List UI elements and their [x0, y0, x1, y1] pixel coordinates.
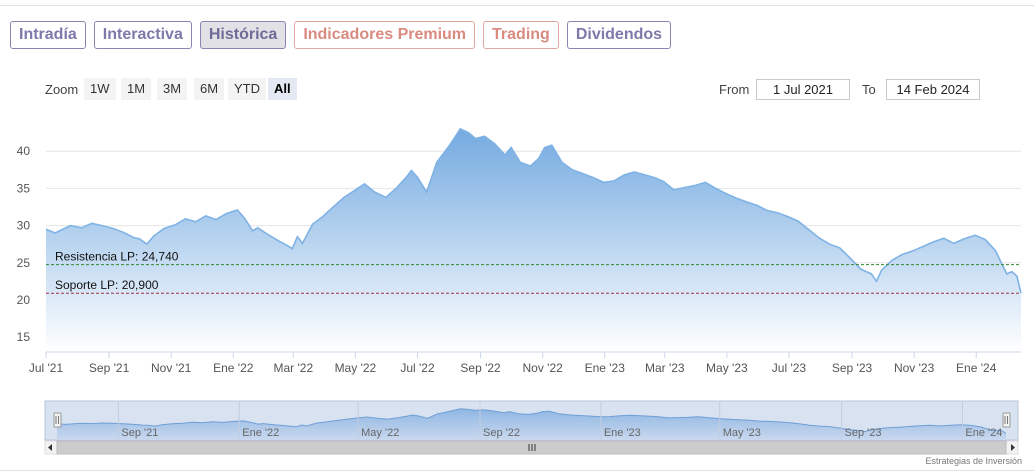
x-tick-label: Jul '21	[29, 361, 64, 375]
top-divider	[0, 5, 1034, 6]
x-tick-label: Ene '24	[956, 361, 997, 375]
navigator-tick-label: May '22	[361, 427, 399, 439]
view-tabs: Intradía Interactiva Histórica Indicador…	[10, 21, 679, 49]
navigator-tick-label: Sep '21	[121, 427, 158, 439]
x-tick-label: Nov '23	[894, 361, 935, 375]
zoom-all-button[interactable]: All	[268, 78, 297, 100]
navigator-right-handle[interactable]	[1002, 412, 1011, 428]
navigator-area	[57, 408, 1006, 440]
zoom-ytd-button[interactable]: YTD	[228, 78, 266, 100]
y-tick-label: 35	[17, 181, 31, 195]
x-tick-label: Mar '23	[645, 361, 685, 375]
from-date-input[interactable]: 1 Jul 2021	[756, 79, 850, 100]
scroll-right-arrow-icon[interactable]	[1011, 444, 1015, 451]
navigator-tick-label: Ene '24	[965, 427, 1002, 439]
x-tick-label: Sep '23	[832, 361, 873, 375]
zoom-1m-button[interactable]: 1M	[121, 78, 152, 100]
x-tick-label: Ene '23	[585, 361, 626, 375]
bottom-divider	[0, 470, 1034, 471]
scroll-left-arrow-icon[interactable]	[48, 444, 52, 451]
navigator-tick-label: Ene '22	[242, 427, 279, 439]
to-label: To	[862, 82, 876, 97]
price-area	[46, 128, 1021, 352]
credit-text: Estrategias de Inversión	[925, 456, 1022, 466]
x-tick-label: Sep '22	[460, 361, 501, 375]
tab-dividendos[interactable]: Dividendos	[566, 21, 672, 49]
x-tick-label: Sep '21	[89, 361, 130, 375]
tab-interactiva[interactable]: Interactiva	[93, 21, 192, 49]
y-tick-label: 30	[17, 219, 31, 233]
support-label: Soporte LP: 20,900	[55, 278, 159, 292]
tab-historica[interactable]: Histórica	[199, 21, 287, 49]
x-tick-label: May '22	[335, 361, 377, 375]
navigator-tick-label: Ene '23	[604, 427, 641, 439]
x-tick-label: May '23	[706, 361, 748, 375]
navigator-left-handle[interactable]	[53, 412, 62, 428]
zoom-1w-button[interactable]: 1W	[84, 78, 116, 100]
tab-indicadores-premium[interactable]: Indicadores Premium	[294, 21, 476, 49]
tab-trading[interactable]: Trading	[483, 21, 559, 49]
y-tick-label: 40	[17, 144, 31, 158]
resistance-label: Resistencia LP: 24,740	[55, 250, 179, 264]
x-tick-label: Jul '22	[400, 361, 435, 375]
zoom-label: Zoom	[45, 82, 79, 97]
y-tick-label: 15	[17, 330, 31, 344]
x-tick-label: Nov '21	[151, 361, 192, 375]
navigator-tick-label: Sep '23	[845, 427, 882, 439]
y-tick-label: 20	[17, 293, 31, 307]
navigator-tick-label: May '23	[723, 427, 761, 439]
zoom-3m-button[interactable]: 3M	[157, 78, 188, 100]
x-tick-label: Mar '22	[273, 361, 313, 375]
price-line	[45, 127, 1022, 294]
navigator-tick-label: Sep '22	[483, 427, 520, 439]
from-label: From	[719, 82, 750, 97]
y-tick-label: 25	[17, 256, 31, 270]
x-tick-label: Jul '23	[772, 361, 807, 375]
navigator-line	[56, 408, 1007, 434]
x-tick-label: Nov '22	[523, 361, 564, 375]
x-tick-label: Ene '22	[213, 361, 254, 375]
zoom-6m-button[interactable]: 6M	[194, 78, 225, 100]
tab-intradia[interactable]: Intradía	[10, 21, 86, 49]
to-date-input[interactable]: 14 Feb 2024	[886, 79, 980, 100]
